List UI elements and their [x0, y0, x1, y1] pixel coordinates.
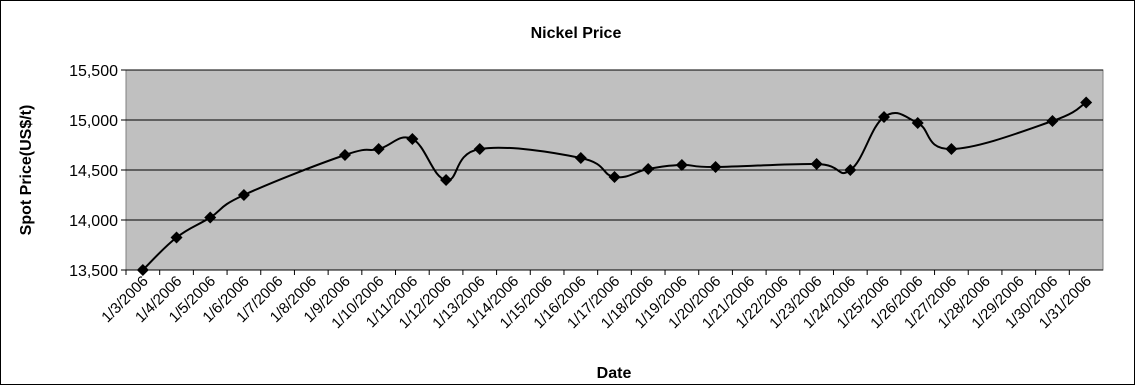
data-point-marker: [574, 152, 587, 164]
data-point-marker: [675, 159, 688, 171]
y-axis-ticks: 13,500 14,000 14,500 15,000 15,500: [69, 63, 126, 280]
data-point-marker: [136, 264, 149, 276]
data-point-marker: [406, 133, 419, 145]
data-point-marker: [170, 231, 183, 244]
series-markers: [136, 96, 1093, 276]
y-tick-label: 13,500: [69, 263, 118, 280]
data-point-marker: [372, 143, 385, 155]
data-point-marker: [844, 164, 857, 176]
gridlines: [126, 69, 1103, 271]
y-axis-title: Spot Price(US$/t): [18, 105, 35, 236]
data-point-marker: [878, 111, 891, 123]
x-axis-ticks: 1/3/20061/4/20061/5/20061/6/20061/7/2006…: [98, 270, 1095, 332]
y-tick-label: 15,000: [69, 113, 118, 130]
data-point-marker: [473, 143, 486, 155]
data-point-marker: [237, 189, 250, 201]
data-point-marker: [1080, 96, 1093, 109]
y-tick-label: 14,000: [69, 213, 118, 230]
data-point-marker: [338, 149, 351, 161]
data-point-marker: [709, 161, 722, 173]
data-point-marker: [642, 163, 655, 175]
data-point-marker: [810, 158, 823, 170]
data-point-marker: [1046, 115, 1059, 127]
data-point-marker: [911, 117, 924, 129]
data-point-marker: [945, 143, 958, 155]
data-point-marker: [204, 211, 217, 224]
x-axis-title: Date: [597, 365, 632, 382]
chart-title: Nickel Price: [531, 25, 622, 42]
y-tick-label: 14,500: [69, 163, 118, 180]
data-point-marker: [440, 174, 453, 186]
y-tick-label: 15,500: [69, 63, 118, 80]
data-point-marker: [608, 171, 621, 183]
